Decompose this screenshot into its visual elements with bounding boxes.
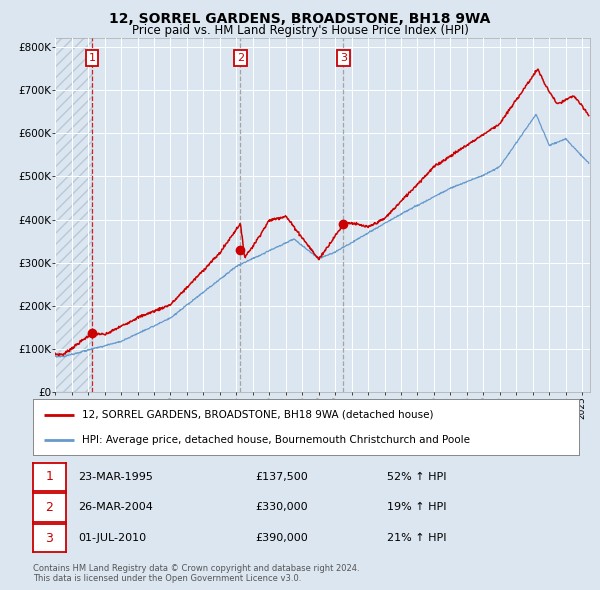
- Text: 12, SORREL GARDENS, BROADSTONE, BH18 9WA: 12, SORREL GARDENS, BROADSTONE, BH18 9WA: [109, 12, 491, 26]
- Text: 01-JUL-2010: 01-JUL-2010: [78, 533, 146, 543]
- Text: £390,000: £390,000: [255, 533, 308, 543]
- Text: 52% ↑ HPI: 52% ↑ HPI: [387, 472, 446, 481]
- Text: 21% ↑ HPI: 21% ↑ HPI: [387, 533, 446, 543]
- Text: £137,500: £137,500: [255, 472, 308, 481]
- Text: 3: 3: [46, 532, 53, 545]
- Text: 23-MAR-1995: 23-MAR-1995: [78, 472, 153, 481]
- Text: 26-MAR-2004: 26-MAR-2004: [78, 503, 153, 512]
- Text: 19% ↑ HPI: 19% ↑ HPI: [387, 503, 446, 512]
- Text: 3: 3: [340, 53, 347, 63]
- Text: 1: 1: [88, 53, 95, 63]
- Text: £330,000: £330,000: [255, 503, 308, 512]
- Text: 2: 2: [46, 501, 53, 514]
- Text: HPI: Average price, detached house, Bournemouth Christchurch and Poole: HPI: Average price, detached house, Bour…: [82, 435, 470, 445]
- Text: 2: 2: [237, 53, 244, 63]
- Text: Price paid vs. HM Land Registry's House Price Index (HPI): Price paid vs. HM Land Registry's House …: [131, 24, 469, 37]
- Text: Contains HM Land Registry data © Crown copyright and database right 2024.
This d: Contains HM Land Registry data © Crown c…: [33, 563, 359, 583]
- Text: 1: 1: [46, 470, 53, 483]
- Text: 12, SORREL GARDENS, BROADSTONE, BH18 9WA (detached house): 12, SORREL GARDENS, BROADSTONE, BH18 9WA…: [82, 409, 434, 419]
